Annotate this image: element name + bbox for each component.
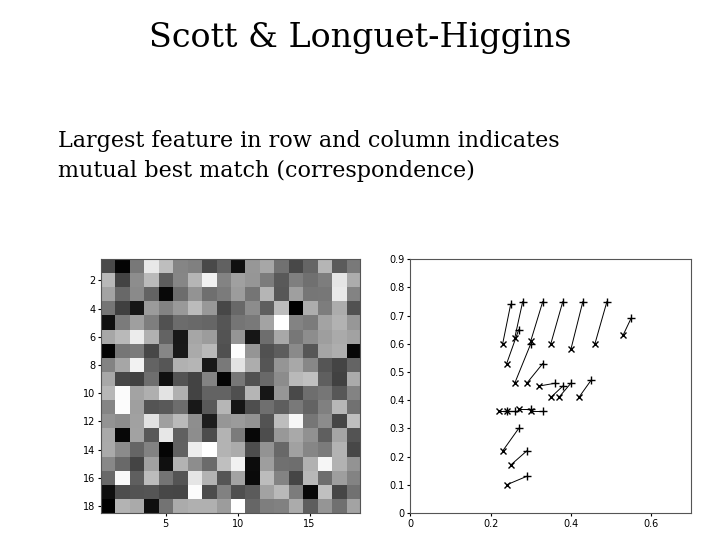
- Text: Largest feature in row and column indicates
mutual best match (correspondence): Largest feature in row and column indica…: [58, 130, 559, 182]
- Text: Scott & Longuet-Higgins: Scott & Longuet-Higgins: [149, 22, 571, 53]
